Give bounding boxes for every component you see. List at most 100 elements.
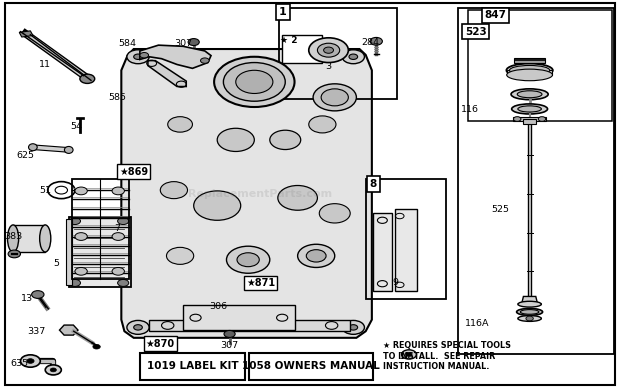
Ellipse shape <box>511 89 548 100</box>
Text: ★ REQUIRES SPECIAL TOOLS
TO INSTALL.  SEE REPAIR
INSTRUCTION MANUAL.: ★ REQUIRES SPECIAL TOOLS TO INSTALL. SEE… <box>383 341 511 371</box>
Text: 9: 9 <box>392 279 399 288</box>
Text: 585: 585 <box>108 93 126 102</box>
Text: 51: 51 <box>39 185 51 195</box>
Text: 1: 1 <box>279 7 286 17</box>
Polygon shape <box>521 296 538 304</box>
Circle shape <box>112 233 125 241</box>
Ellipse shape <box>7 225 19 252</box>
Polygon shape <box>514 58 545 62</box>
Circle shape <box>317 43 340 57</box>
Circle shape <box>69 279 81 286</box>
Ellipse shape <box>518 301 541 307</box>
Circle shape <box>226 246 270 273</box>
Polygon shape <box>33 145 69 152</box>
Circle shape <box>193 191 241 220</box>
Text: ★870: ★870 <box>146 339 175 349</box>
Text: 584: 584 <box>118 40 136 48</box>
Circle shape <box>538 117 546 121</box>
Polygon shape <box>523 119 536 125</box>
Bar <box>183 305 294 330</box>
Circle shape <box>75 233 87 241</box>
Circle shape <box>188 38 199 45</box>
Circle shape <box>112 187 125 195</box>
Bar <box>373 213 392 291</box>
Circle shape <box>32 291 44 298</box>
Polygon shape <box>148 61 186 87</box>
Text: 307: 307 <box>221 341 239 350</box>
Circle shape <box>75 267 87 275</box>
Polygon shape <box>528 121 531 296</box>
Circle shape <box>306 249 326 262</box>
Ellipse shape <box>507 64 553 77</box>
Ellipse shape <box>520 310 539 314</box>
Circle shape <box>349 54 358 59</box>
Circle shape <box>321 89 348 106</box>
Circle shape <box>8 250 20 258</box>
Text: 3: 3 <box>326 62 332 71</box>
Ellipse shape <box>510 66 550 75</box>
Circle shape <box>513 117 521 121</box>
Circle shape <box>140 52 149 58</box>
Text: 337: 337 <box>27 327 46 336</box>
Bar <box>395 210 417 291</box>
Circle shape <box>127 320 149 334</box>
Circle shape <box>236 70 273 94</box>
Polygon shape <box>66 219 72 285</box>
Circle shape <box>167 248 193 264</box>
Circle shape <box>214 57 294 107</box>
Circle shape <box>75 187 87 195</box>
Text: 523: 523 <box>465 27 487 36</box>
Text: ★ 2: ★ 2 <box>280 36 298 45</box>
Circle shape <box>237 253 259 267</box>
Circle shape <box>118 279 129 286</box>
Ellipse shape <box>518 106 541 112</box>
Circle shape <box>217 128 254 151</box>
Ellipse shape <box>517 91 542 98</box>
Circle shape <box>406 353 412 356</box>
Circle shape <box>298 244 335 267</box>
Circle shape <box>309 38 348 62</box>
Circle shape <box>134 325 143 330</box>
Ellipse shape <box>516 308 542 315</box>
Ellipse shape <box>29 144 37 151</box>
Circle shape <box>278 185 317 210</box>
Polygon shape <box>122 49 372 338</box>
Circle shape <box>127 50 149 64</box>
Polygon shape <box>149 320 350 331</box>
Circle shape <box>342 320 365 334</box>
Text: 307: 307 <box>174 40 192 48</box>
Text: 1019 LABEL KIT: 1019 LABEL KIT <box>147 362 238 371</box>
Text: 284: 284 <box>361 38 379 47</box>
Circle shape <box>161 182 187 199</box>
Bar <box>249 353 373 380</box>
Circle shape <box>224 331 235 338</box>
Circle shape <box>370 37 383 45</box>
Circle shape <box>134 54 143 59</box>
Ellipse shape <box>518 315 541 321</box>
Text: 525: 525 <box>492 205 510 214</box>
Text: 847: 847 <box>485 10 507 21</box>
Circle shape <box>20 355 40 367</box>
Text: 1058 OWNERS MANUAL: 1058 OWNERS MANUAL <box>242 362 380 371</box>
Text: ★869: ★869 <box>119 166 148 177</box>
Text: 116: 116 <box>461 105 479 114</box>
Polygon shape <box>13 225 45 252</box>
Ellipse shape <box>40 225 51 252</box>
Text: 7: 7 <box>114 223 120 232</box>
Text: 625: 625 <box>17 151 35 160</box>
Bar <box>282 35 322 62</box>
Ellipse shape <box>64 146 73 153</box>
Text: 54: 54 <box>70 122 82 131</box>
Bar <box>458 9 614 355</box>
Circle shape <box>112 267 125 275</box>
Circle shape <box>319 204 350 223</box>
Bar <box>366 179 446 299</box>
Circle shape <box>45 365 61 375</box>
Text: ReplacementParts.com: ReplacementParts.com <box>188 189 332 199</box>
Circle shape <box>223 62 285 101</box>
Text: 5: 5 <box>53 259 60 268</box>
Text: ★871: ★871 <box>246 278 275 288</box>
Text: 635: 635 <box>10 359 29 368</box>
Circle shape <box>50 368 56 372</box>
Polygon shape <box>140 45 211 68</box>
